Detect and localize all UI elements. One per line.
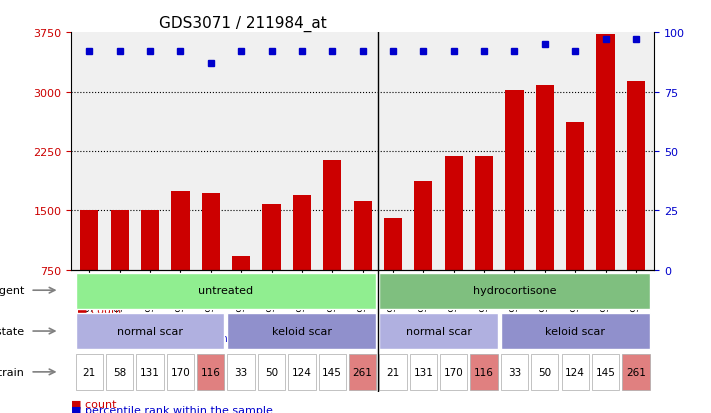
- Bar: [293, 195, 311, 330]
- Bar: [232, 256, 250, 330]
- FancyBboxPatch shape: [622, 354, 650, 390]
- Text: hydrocortisone: hydrocortisone: [473, 285, 556, 295]
- Text: disease state: disease state: [0, 326, 24, 336]
- Text: normal scar: normal scar: [117, 326, 183, 336]
- FancyBboxPatch shape: [288, 354, 316, 390]
- Text: 33: 33: [235, 367, 247, 377]
- Text: 145: 145: [322, 367, 342, 377]
- Bar: [506, 91, 523, 330]
- FancyBboxPatch shape: [167, 354, 194, 390]
- FancyBboxPatch shape: [379, 354, 407, 390]
- Text: agent: agent: [0, 285, 24, 295]
- Text: 261: 261: [626, 367, 646, 377]
- FancyBboxPatch shape: [197, 354, 225, 390]
- Text: 116: 116: [474, 367, 494, 377]
- Bar: [627, 82, 645, 330]
- FancyBboxPatch shape: [531, 354, 558, 390]
- Text: 170: 170: [171, 367, 191, 377]
- Bar: [202, 193, 220, 330]
- Text: 50: 50: [538, 367, 551, 377]
- FancyBboxPatch shape: [137, 354, 164, 390]
- Bar: [171, 191, 190, 330]
- Bar: [353, 202, 372, 330]
- Bar: [415, 182, 432, 330]
- Bar: [535, 86, 554, 330]
- Text: 116: 116: [201, 367, 220, 377]
- FancyBboxPatch shape: [258, 354, 285, 390]
- Bar: [566, 122, 584, 330]
- FancyBboxPatch shape: [379, 273, 650, 309]
- Text: 33: 33: [508, 367, 521, 377]
- Text: keloid scar: keloid scar: [545, 326, 605, 336]
- FancyBboxPatch shape: [75, 314, 225, 349]
- Text: 21: 21: [386, 367, 400, 377]
- Text: GDS3071 / 211984_at: GDS3071 / 211984_at: [159, 16, 326, 32]
- FancyBboxPatch shape: [228, 354, 255, 390]
- Bar: [384, 219, 402, 330]
- FancyBboxPatch shape: [75, 354, 103, 390]
- Text: keloid scar: keloid scar: [272, 326, 332, 336]
- Text: 124: 124: [292, 367, 312, 377]
- Text: 58: 58: [113, 367, 127, 377]
- Text: normal scar: normal scar: [405, 326, 471, 336]
- Text: 131: 131: [140, 367, 160, 377]
- Text: ■ count: ■ count: [71, 399, 117, 409]
- Text: ■ percentile rank within the sample: ■ percentile rank within the sample: [71, 405, 273, 413]
- FancyBboxPatch shape: [75, 273, 376, 309]
- Bar: [475, 157, 493, 330]
- FancyBboxPatch shape: [106, 354, 134, 390]
- FancyBboxPatch shape: [592, 354, 619, 390]
- Bar: [323, 160, 341, 330]
- Bar: [597, 35, 614, 330]
- Bar: [141, 210, 159, 330]
- FancyBboxPatch shape: [471, 354, 498, 390]
- FancyBboxPatch shape: [410, 354, 437, 390]
- FancyBboxPatch shape: [562, 354, 589, 390]
- Text: strain: strain: [0, 367, 24, 377]
- FancyBboxPatch shape: [319, 354, 346, 390]
- Text: 21: 21: [82, 367, 96, 377]
- Text: untreated: untreated: [198, 285, 254, 295]
- Bar: [80, 211, 98, 330]
- Text: 131: 131: [413, 367, 433, 377]
- Text: ■ percentile rank within the sample: ■ percentile rank within the sample: [77, 333, 279, 343]
- Text: 170: 170: [444, 367, 464, 377]
- Text: 124: 124: [565, 367, 585, 377]
- FancyBboxPatch shape: [379, 314, 498, 349]
- Bar: [111, 210, 129, 330]
- Bar: [262, 204, 281, 330]
- Text: 145: 145: [596, 367, 616, 377]
- Bar: [444, 156, 463, 330]
- Text: 261: 261: [353, 367, 373, 377]
- Text: ■ count: ■ count: [77, 305, 122, 315]
- FancyBboxPatch shape: [501, 314, 650, 349]
- FancyBboxPatch shape: [228, 314, 376, 349]
- FancyBboxPatch shape: [440, 354, 467, 390]
- Text: 50: 50: [265, 367, 278, 377]
- FancyBboxPatch shape: [501, 354, 528, 390]
- FancyBboxPatch shape: [349, 354, 376, 390]
